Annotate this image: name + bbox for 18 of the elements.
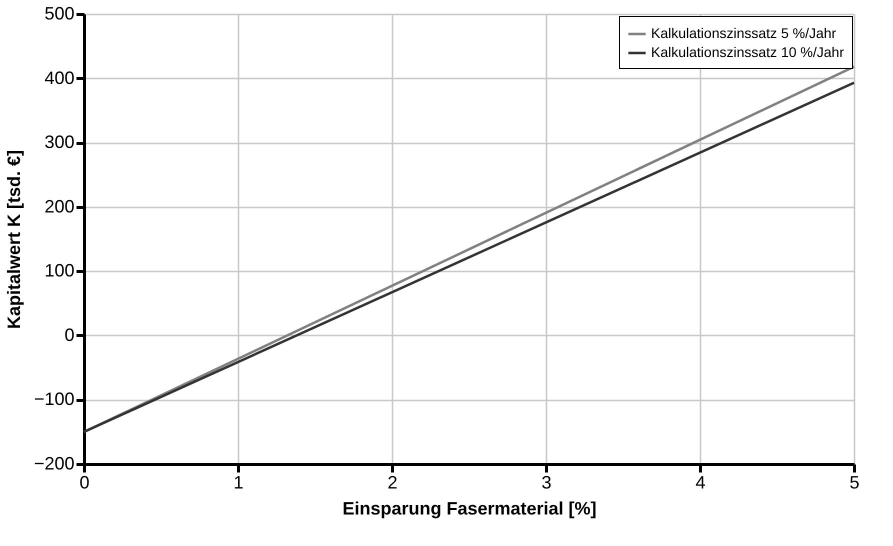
x-tick-label: 3 (541, 472, 552, 492)
y-tick-label: 100 (44, 260, 74, 281)
y-tick-label: 0 (64, 324, 74, 345)
legend-label: Kalkulationszinssatz 10 %/Jahr (651, 44, 844, 60)
x-tick-label: 4 (695, 472, 706, 492)
y-tick-label: 500 (44, 4, 74, 24)
y-tick-label: 300 (44, 132, 74, 152)
x-tick-label: 5 (849, 472, 860, 492)
x-tick-label: 1 (233, 472, 244, 492)
x-tick-label: 2 (387, 472, 398, 492)
x-tick-label: 0 (79, 472, 90, 492)
y-tick-label: −200 (34, 454, 74, 474)
y-tick-label: −100 (34, 389, 74, 410)
y-axis-title: Kapitalwert K [tsd. €] (4, 150, 24, 330)
y-tick-label: 400 (44, 68, 74, 88)
legend-label: Kalkulationszinssatz 5 %/Jahr (651, 25, 837, 41)
y-tick-label: 200 (44, 196, 74, 216)
x-axis-title: Einsparung Fasermaterial [%] (342, 498, 597, 518)
